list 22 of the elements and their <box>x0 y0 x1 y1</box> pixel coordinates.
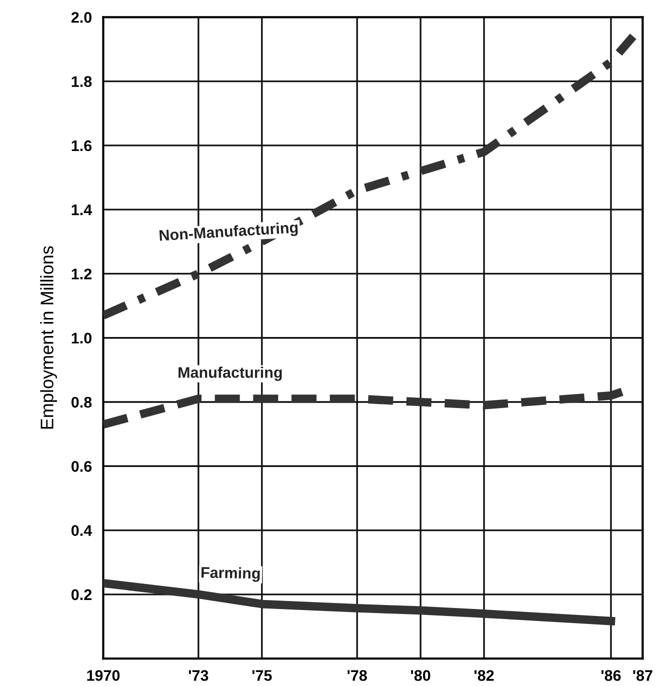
series-label: Manufacturing <box>178 366 282 381</box>
y-tick-label: 0.8 <box>71 396 92 408</box>
y-axis-title: Employment in Millions <box>40 246 57 429</box>
x-tick-label: '73 <box>188 670 208 681</box>
series-label: Farming <box>201 566 260 582</box>
x-tick-label: '86 <box>601 670 621 681</box>
x-tick-label: '80 <box>411 670 430 681</box>
y-tick-label: 0.6 <box>71 461 92 472</box>
x-tick-label: '82 <box>474 670 494 681</box>
x-tick-label: '78 <box>348 670 367 681</box>
y-tick-label: 1.6 <box>72 140 92 152</box>
y-tick-label: 0.4 <box>71 525 92 536</box>
y-tick-label: 0.2 <box>71 589 92 600</box>
x-tick-label: '87 <box>633 670 652 681</box>
y-tick-label: 1.2 <box>72 268 92 280</box>
x-tick-label: '75 <box>252 670 272 681</box>
x-tick-label: 1970 <box>87 670 120 681</box>
y-tick-label: 2.0 <box>71 12 92 23</box>
series-label: Non-Manufacturing <box>159 221 298 244</box>
y-tick-label: 1.4 <box>72 204 92 216</box>
y-tick-label: 1.8 <box>72 76 92 87</box>
y-tick-label: 1.0 <box>72 332 92 344</box>
